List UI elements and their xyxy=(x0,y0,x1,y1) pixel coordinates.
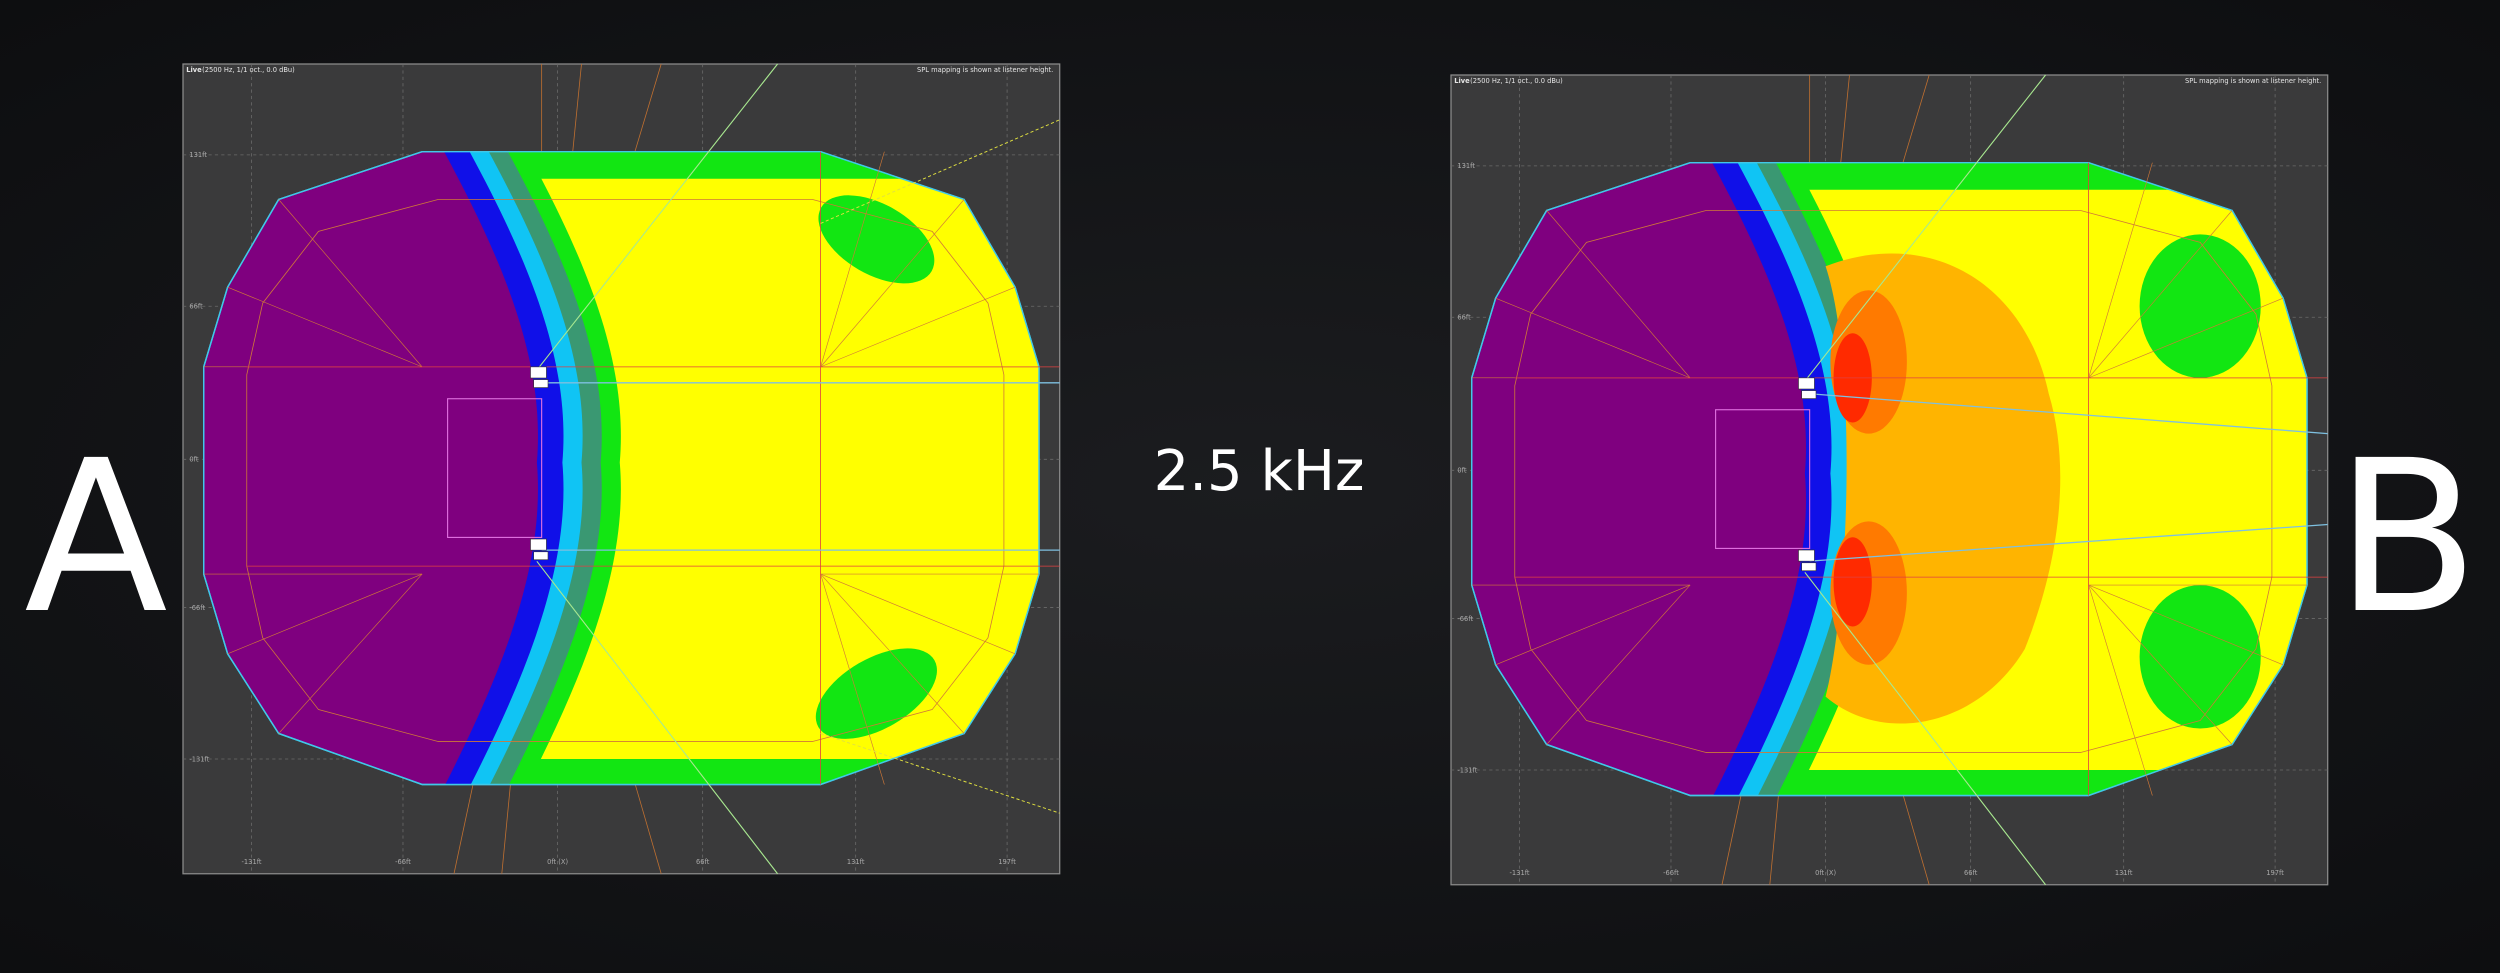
stage-outline xyxy=(1715,409,1811,549)
y-axis-label: 131ft xyxy=(189,151,207,159)
seating-line xyxy=(227,573,423,655)
seating-line xyxy=(1495,584,1691,666)
speaker-aim-line xyxy=(1809,523,2328,562)
spl-zone xyxy=(815,648,937,739)
seating-line xyxy=(1495,297,1691,379)
seating-line xyxy=(820,199,965,368)
label-a: A xyxy=(24,415,168,660)
seating-line xyxy=(2088,584,2233,745)
panel-header: Live xyxy=(186,66,202,74)
x-axis-label: -131ft xyxy=(1510,869,1530,877)
spl-zone xyxy=(818,195,935,284)
speaker xyxy=(530,538,547,551)
x-axis-label: 66ft xyxy=(1964,869,1978,877)
seating-line xyxy=(2088,162,2153,378)
speaker-aim-line xyxy=(536,63,779,371)
speaker-aim-line xyxy=(820,119,1060,224)
yellow-zone xyxy=(504,178,1039,759)
x-axis-label: 197ft xyxy=(2266,869,2284,877)
spl-map-b: Live (2500 Hz, 1/1 oct., 0.0 dBu) SPL mapp… xyxy=(1450,74,2329,886)
y-axis-label: 131ft xyxy=(1457,162,1475,170)
seating-line xyxy=(2088,584,2153,796)
venue-outline xyxy=(1514,210,2273,753)
spl-layers xyxy=(1690,162,2307,796)
seating-line xyxy=(2088,210,2233,379)
seating-line xyxy=(2088,584,2284,666)
y-axis-label: 66ft xyxy=(189,303,203,311)
speaker xyxy=(1801,390,1817,399)
y-axis-label: -131ft xyxy=(189,755,209,763)
y-axis-label: 0ft xyxy=(1457,467,1466,475)
spl-zone xyxy=(504,178,1039,759)
seating-line xyxy=(820,286,1016,368)
panel-note: SPL mapping is shown at listener height. xyxy=(917,66,1053,74)
seating-line xyxy=(278,199,423,368)
stage-outline xyxy=(447,398,543,538)
x-axis-label: -131ft xyxy=(242,858,262,866)
speaker-aim-line xyxy=(820,733,1060,814)
speaker xyxy=(533,379,549,388)
y-axis-label: -131ft xyxy=(1457,766,1477,774)
speaker xyxy=(1798,549,1815,562)
label-b: B xyxy=(2335,415,2479,660)
x-axis-label: 0ft (X) xyxy=(1815,869,1836,877)
frequency-label: 2.5 kHz xyxy=(1154,439,1365,504)
x-axis-label: 197ft xyxy=(998,858,1016,866)
seating-line xyxy=(1546,210,1691,379)
speaker-aim-line xyxy=(536,560,779,875)
seating-line xyxy=(278,573,423,734)
speaker-aim-line xyxy=(1804,571,2047,886)
panel-note: SPL mapping is shown at listener height. xyxy=(2185,77,2321,85)
speaker xyxy=(1798,377,1815,390)
spl-map-a: Live (2500 Hz, 1/1 oct., 0.0 dBu) SPL mapp… xyxy=(182,63,1061,875)
spl-zone xyxy=(2139,234,2261,378)
speaker xyxy=(530,366,547,379)
venue-outline xyxy=(246,199,1005,742)
x-axis-label: 131ft xyxy=(2115,869,2133,877)
speaker-aim-line xyxy=(1804,74,2047,382)
x-axis-label: 0ft (X) xyxy=(547,858,568,866)
seating-line xyxy=(1546,584,1691,745)
panel-subheader: (2500 Hz, 1/1 oct., 0.0 dBu) xyxy=(202,66,295,74)
seating-line xyxy=(820,573,965,734)
speaker-aim-line xyxy=(1809,393,2328,435)
seating-line xyxy=(820,573,885,785)
x-axis-label: -66ft xyxy=(1663,869,1679,877)
seating-line xyxy=(820,151,885,367)
speaker xyxy=(1801,562,1817,572)
x-axis-label: -66ft xyxy=(395,858,411,866)
seating-line xyxy=(820,573,1016,655)
y-axis-label: -66ft xyxy=(189,604,205,612)
y-axis-label: -66ft xyxy=(1457,615,1473,623)
spl-zone xyxy=(1833,537,1872,627)
y-axis-label: 0ft xyxy=(189,456,198,464)
panel-subheader: (2500 Hz, 1/1 oct., 0.0 dBu) xyxy=(1470,77,1563,85)
spl-zone xyxy=(2139,585,2261,729)
x-axis-label: 131ft xyxy=(847,858,865,866)
seating-line xyxy=(227,286,423,368)
speaker xyxy=(533,551,549,561)
y-axis-label: 66ft xyxy=(1457,314,1471,322)
seating-line xyxy=(2088,297,2284,379)
x-axis-label: 66ft xyxy=(696,858,710,866)
panel-header: Live xyxy=(1454,77,1470,85)
